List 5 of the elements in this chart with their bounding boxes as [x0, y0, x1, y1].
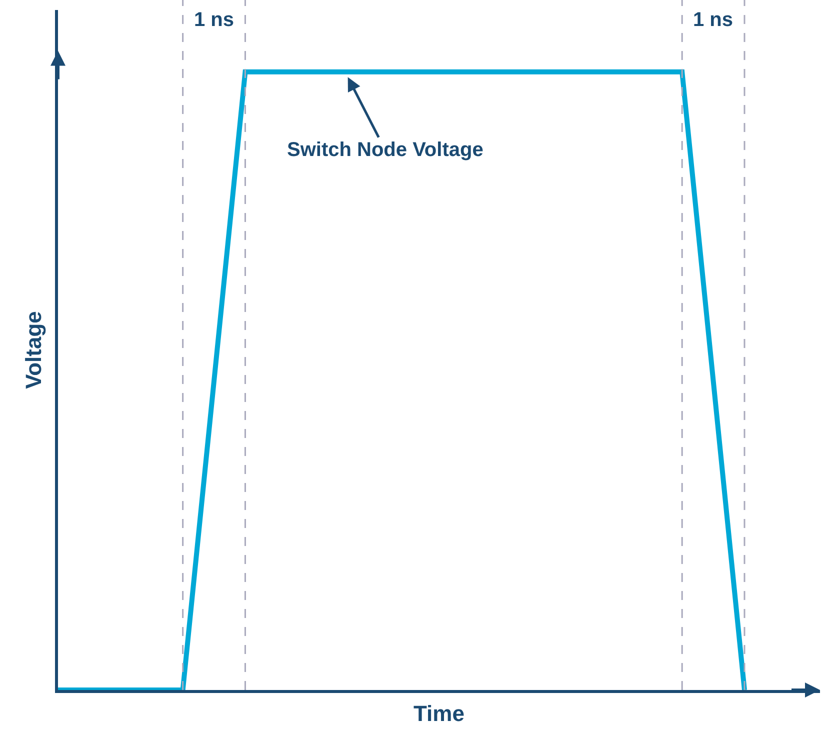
text: 1 ns — [194, 9, 234, 31]
annotation: Switch Node Voltage — [287, 139, 484, 161]
x-axis-title: Time — [414, 700, 464, 726]
text: 1 ns — [693, 9, 734, 31]
y-axis-title: Voltage — [20, 311, 46, 389]
